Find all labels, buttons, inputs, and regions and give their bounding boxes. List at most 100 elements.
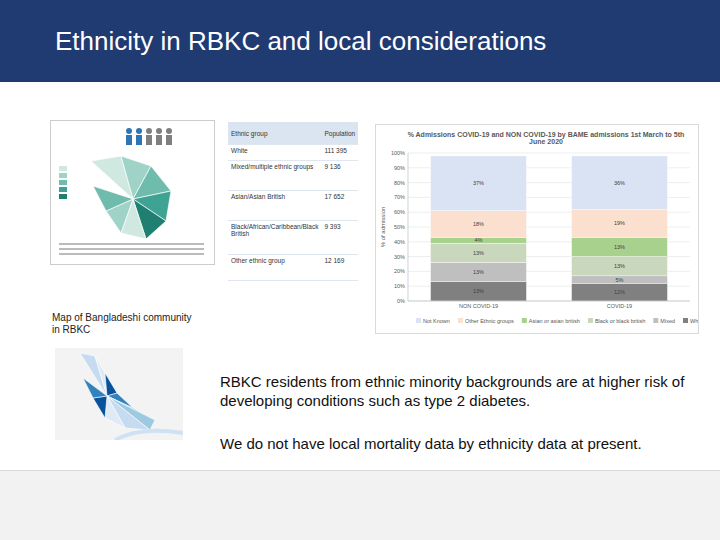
paragraph: We do not have local mortality data by e… [220, 434, 710, 453]
data-label: 18% [473, 221, 484, 227]
bar-segment [431, 263, 527, 282]
person-icon [166, 128, 172, 134]
x-axis-line [408, 301, 690, 302]
bar-segment [431, 211, 527, 238]
map-note-line [59, 243, 204, 245]
table-cell: 9 136 [321, 161, 358, 191]
data-label: 12% [614, 289, 625, 295]
slide-title: Ethnicity in RBKC and local consideratio… [55, 26, 546, 57]
river [115, 431, 183, 440]
paragraph: RBKC residents from ethnic minority back… [220, 372, 710, 410]
y-tick-label: 70% [394, 194, 405, 200]
map-region [93, 186, 133, 211]
x-tick-label: NON COVID-19 [459, 303, 498, 309]
data-label: 5% [616, 277, 624, 283]
table-row: Asian/Asian British17 652 [228, 191, 358, 221]
bar-segment [572, 283, 668, 301]
y-tick-label: 10% [394, 283, 405, 289]
legend-entry: Mixed [660, 318, 675, 324]
table-cell: 111 395 [321, 145, 358, 161]
table-cell: Black/African/Caribbean/Black British [228, 221, 321, 255]
person-icon [156, 128, 162, 134]
table-cell: 9 393 [321, 221, 358, 255]
y-tick-label: 30% [394, 254, 405, 260]
bar-segment [572, 276, 668, 283]
bar-segment [572, 257, 668, 276]
legend-swatch [458, 318, 463, 323]
footer-band [0, 470, 720, 540]
map-region [83, 378, 107, 398]
bar-segment [431, 243, 527, 262]
table-cell: Asian/Asian British [228, 191, 321, 221]
table-header-cell: Population [321, 122, 358, 145]
bar-segment [572, 209, 668, 237]
legend-swatch [522, 318, 527, 323]
y-tick-label: 80% [394, 180, 405, 186]
bar-segment [431, 237, 527, 243]
data-label: 37% [473, 180, 484, 186]
table-header-row: Ethnic groupPopulation [228, 122, 358, 145]
person-icon [146, 135, 152, 145]
person-icon [166, 135, 172, 145]
table-row: Other ethnic group12 169 [228, 255, 358, 281]
person-icon [126, 128, 132, 134]
y-tick-label: 90% [394, 165, 405, 171]
map-legend-swatch [59, 194, 67, 199]
data-label: 13% [473, 269, 484, 275]
y-tick-label: 40% [394, 239, 405, 245]
map-note-line [59, 253, 204, 255]
table-cell: 17 652 [321, 191, 358, 221]
bangladeshi-map-image [55, 348, 183, 440]
map-caption: Map of Bangladeshi community in RBKC [52, 312, 202, 336]
data-label: 13% [614, 244, 625, 250]
y-tick-label: 20% [394, 268, 405, 274]
map-region [93, 396, 107, 418]
map-legend-swatch [59, 187, 67, 192]
map-region [105, 373, 117, 396]
legend-entry: Not Known [423, 318, 450, 324]
legend-swatch [416, 318, 421, 323]
table-cell: Mixed/multiple ethnic groups [228, 161, 321, 191]
data-label: 13% [473, 288, 484, 294]
data-label: 13% [473, 250, 484, 256]
y-tick-label: 60% [394, 209, 405, 215]
legend-entry: White [690, 318, 698, 324]
bar-segment [572, 156, 668, 209]
table-row: Mixed/multiple ethnic groups9 136 [228, 161, 358, 191]
ethnicity-map-image [50, 120, 215, 265]
legend-swatch [653, 318, 658, 323]
legend-entry: Other Ethnic groups [465, 318, 514, 324]
bar-segment [431, 282, 527, 301]
y-tick-label: 100% [391, 150, 405, 156]
population-table: Ethnic groupPopulationWhite111 395Mixed/… [228, 122, 358, 281]
map-region [105, 396, 125, 428]
body-text: RBKC residents from ethnic minority back… [220, 372, 710, 477]
grid-line [408, 153, 690, 154]
data-label: 36% [614, 180, 625, 186]
map-legend-swatch [59, 166, 67, 171]
person-icon [146, 128, 152, 134]
map-legend-swatch [59, 180, 67, 185]
bar-segment [431, 156, 527, 211]
person-icon [126, 135, 132, 145]
person-icon [136, 135, 142, 145]
table-cell: White [228, 145, 321, 161]
table-header-cell: Ethnic group [228, 122, 321, 145]
legend-entry: Asian or asian british [529, 318, 580, 324]
x-tick-label: COVID-19 [607, 303, 632, 309]
bars-group [431, 156, 668, 301]
y-tick-label: 50% [394, 224, 405, 230]
table-cell: Other ethnic group [228, 255, 321, 281]
data-label: 4% [475, 237, 483, 243]
data-label: 19% [614, 220, 625, 226]
y-axis-line [408, 153, 409, 301]
legend-entry: Black or black british [595, 318, 645, 324]
chart-frame: 0% 10% 20% 30% 40% 50% 60% 70% 80% 90% 100% % of ad… [375, 124, 699, 334]
y-tick-label: 0% [397, 298, 405, 304]
map-note-line [59, 248, 204, 250]
map-legend-swatch [59, 173, 67, 178]
bar-segment [572, 237, 668, 256]
grid-line [408, 301, 690, 302]
y-axis-label: % of admission [380, 207, 386, 248]
legend-swatch [683, 318, 688, 323]
